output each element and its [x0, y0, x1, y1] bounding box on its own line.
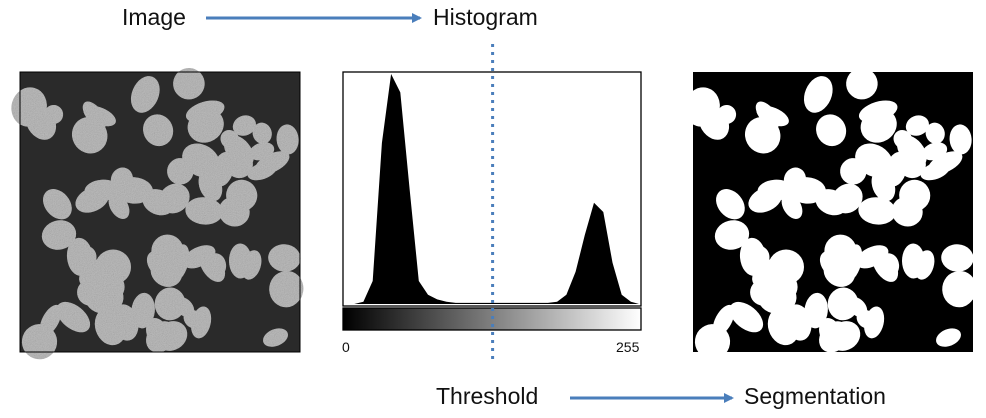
segmentation-blob — [925, 122, 945, 144]
segmentation-blob — [756, 105, 789, 127]
segmentation-blob — [928, 151, 963, 175]
segmentation-blob — [748, 186, 782, 213]
segmentation-blob — [819, 250, 849, 280]
image-blob — [155, 321, 188, 351]
segmentation-blob — [855, 245, 889, 269]
segmentation-blob — [804, 292, 828, 329]
segmentation-blob — [949, 124, 972, 155]
image-blob — [268, 244, 301, 272]
image-blob — [41, 220, 77, 250]
image-blob — [226, 179, 258, 212]
segmentation-blob — [781, 193, 803, 219]
segmentation-blob — [936, 328, 961, 347]
segmentation-blob — [899, 179, 931, 212]
segmentation-blob — [871, 169, 896, 202]
label-segmentation: Segmentation — [744, 383, 886, 409]
image-blob — [220, 130, 240, 149]
image-blob — [75, 186, 109, 213]
segmentation-blob — [803, 76, 833, 113]
segmentation-image — [684, 67, 977, 360]
histogram-tick-min: 0 — [342, 339, 350, 355]
segmentation-blob — [901, 243, 925, 279]
segmentation-blob — [941, 244, 974, 272]
segmentation-blob — [684, 87, 720, 127]
image-blob — [108, 193, 130, 219]
segmentation-blob — [694, 324, 731, 360]
segmentation-blob — [893, 130, 913, 149]
image-blob — [83, 105, 116, 127]
segmentation-blob — [739, 237, 766, 276]
image-blob — [130, 76, 160, 113]
image-blob — [252, 122, 272, 144]
histogram-area — [345, 74, 639, 304]
segmentation-blob — [816, 114, 847, 147]
image-blob — [94, 307, 127, 346]
segmentation-blob — [729, 301, 764, 333]
segmentation-blob — [827, 287, 859, 321]
segmentation-blob — [828, 321, 861, 351]
image-blob — [43, 189, 72, 220]
image-blob — [84, 280, 124, 314]
segmentation-blob — [815, 189, 848, 216]
image-blob — [182, 245, 216, 269]
segmentation-blob — [858, 197, 897, 225]
image-blob — [228, 243, 252, 279]
image-blob — [131, 292, 155, 329]
segmentation-blob — [846, 67, 878, 100]
image-blob — [255, 151, 290, 175]
segmentation-blob — [716, 189, 745, 220]
image-blob — [232, 115, 256, 136]
image-blob — [146, 250, 176, 280]
segmentation-blob — [922, 142, 948, 161]
image-blob — [271, 273, 303, 303]
segmentation-blob — [767, 307, 800, 346]
segmentation-blob — [714, 220, 750, 250]
segmentation-blob — [856, 309, 876, 329]
label-image: Image — [122, 4, 186, 30]
label-histogram: Histogram — [433, 4, 538, 30]
segmentation-blob — [840, 158, 867, 185]
image-blob — [167, 158, 194, 185]
image-blob — [198, 169, 223, 202]
image-blob — [66, 237, 93, 276]
image-blob — [185, 197, 224, 225]
segmentation-blob — [783, 167, 806, 192]
image-blob — [263, 328, 288, 347]
histogram-tick-max: 255 — [616, 339, 640, 355]
image-blob — [142, 189, 175, 216]
image-blob — [185, 100, 225, 123]
segmentation-blob — [757, 280, 797, 314]
label-threshold: Threshold — [436, 383, 539, 409]
image-blob — [173, 67, 205, 100]
image-blob — [143, 114, 174, 147]
image-blob — [183, 309, 203, 329]
image-blob — [154, 287, 186, 321]
input-image — [11, 67, 304, 360]
segmentation-blob — [944, 273, 976, 303]
image-blob — [110, 167, 133, 192]
image-blob — [56, 301, 91, 333]
image-blob — [249, 142, 275, 161]
image-blob — [276, 124, 299, 155]
segmentation-blob — [905, 115, 929, 136]
segmentation-blob — [858, 100, 898, 123]
image-blob — [21, 324, 58, 360]
